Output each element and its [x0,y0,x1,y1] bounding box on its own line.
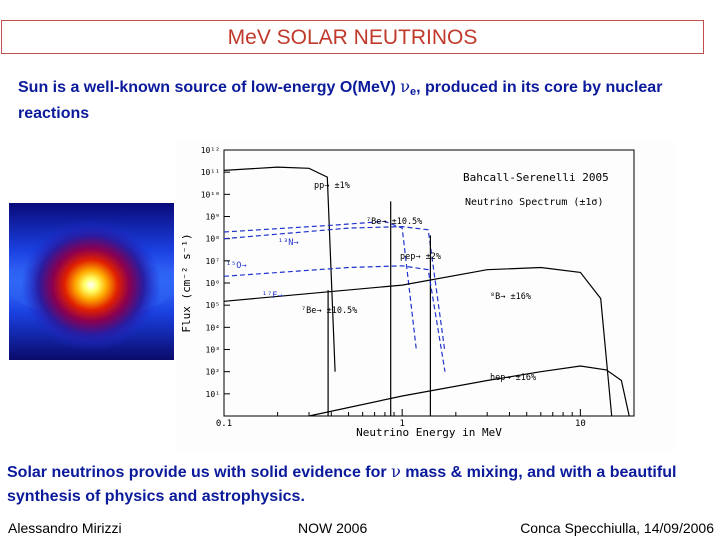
slide-title: MeV SOLAR NEUTRINOS [227,26,478,49]
footer-author: Alessandro Mirizzi [8,520,122,536]
x-tick-label: 10 [575,419,586,429]
chart-subtitle: Neutrino Spectrum (±1σ) [465,197,603,208]
neutrino-spectrum-chart: 10¹²10¹¹10¹⁰10⁹10⁸10⁷10⁶10⁵10⁴10³10²10¹ … [176,142,676,450]
conclusion-nu-symbol: ν [391,462,401,481]
nu-subscript: e [410,86,417,98]
y-tick-label: 10⁶ [206,279,220,288]
y-tick-label: 10⁷ [206,257,220,266]
series-label-7Be_low: ⁷Be→ ±10.5% [301,306,357,316]
conclusion-text-1: Solar neutrinos provide us with solid ev… [7,464,392,481]
chart-title: Bahcall-Serenelli 2005 [463,171,609,184]
y-tick-label: 10⁹ [206,213,220,222]
sun-image [9,203,174,360]
series-label-pp: pp→ ±1% [314,181,350,191]
series-15O [223,225,446,350]
series-13N [223,220,417,350]
y-tick-label: 10² [206,368,220,377]
y-axis-label: Flux (cm⁻² s⁻¹) [180,233,193,332]
series-label-13N: ¹³N→ [278,238,298,248]
series-pp [223,166,336,372]
series-8B [223,266,613,417]
y-tick-label: 10⁸ [206,235,220,244]
x-tick-label: 1 [399,419,404,429]
y-tick-label: 10¹⁰ [201,190,220,199]
y-tick-label: 10¹¹ [201,168,220,177]
y-tick-label: 10¹² [201,146,220,155]
series-label-pep: pep→ ±2% [400,252,441,262]
y-tick-label: 10³ [206,346,220,355]
series-label-7Be: ⁷Be→ ±10.5% [366,217,422,227]
series-label-15O: ¹⁵O→ [226,261,246,271]
series-label-17F: ¹⁷F→ [262,291,282,301]
y-tick-label: 10⁵ [206,301,220,310]
footer-venue-date: Conca Specchiulla, 14/09/2006 [520,520,714,536]
conclusion-paragraph: Solar neutrinos provide us with solid ev… [7,460,717,509]
footer-conference: NOW 2006 [298,520,368,536]
x-axis-label: Neutrino Energy in MeV [356,426,502,439]
plot-frame [223,149,635,417]
y-tick-label: 10¹ [206,390,220,399]
series-hep [308,365,630,417]
nu-symbol: ν [400,77,411,96]
conclusion-text-2: mass & mixing, and with a beautiful synt… [7,464,677,505]
series-label-8B: ⁸B→ ±16% [490,292,531,302]
x-tick-label: 0.1 [216,419,232,429]
intro-text-1: Sun is a well-known source of low-energy… [18,79,401,96]
intro-paragraph: Sun is a well-known source of low-energy… [18,76,708,125]
title-box: MeV SOLAR NEUTRINOS [1,20,704,54]
series-17F [223,265,446,372]
series-label-hep: hep→ ±16% [490,373,536,383]
intro-text-2: , produced in its core by nuclear reacti… [18,79,663,122]
y-tick-label: 10⁴ [206,323,220,332]
